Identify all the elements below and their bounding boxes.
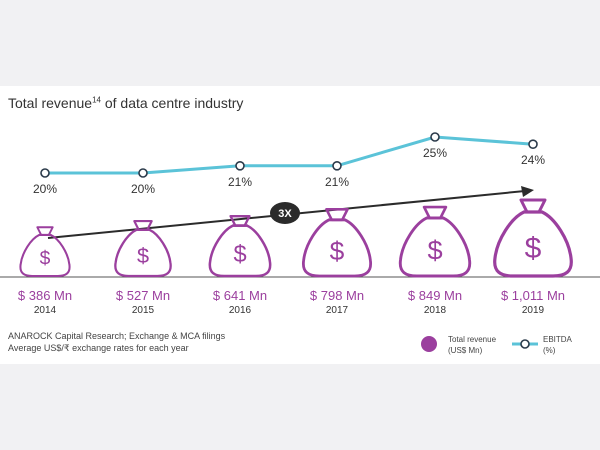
dollar-icon: $ [525, 232, 542, 265]
legend-ebitda-unit: (%) [543, 346, 556, 355]
chart-panel [0, 86, 600, 364]
year-label: 2019 [522, 305, 545, 316]
ebitda-point [235, 161, 245, 171]
legend-revenue-unit: (US$ Mn) [448, 346, 483, 355]
revenue-label: $ 386 Mn [18, 288, 72, 303]
bag-body [398, 216, 472, 278]
bag-top [36, 226, 54, 236]
legend-ebitda-text: EBITDA (%) [543, 334, 572, 356]
growth-badge-label: 3X [278, 208, 292, 220]
year-label: 2018 [424, 305, 447, 316]
dollar-icon: $ [427, 235, 442, 266]
growth-arrow-head [521, 186, 534, 197]
legend-ebitda-label: EBITDA [543, 335, 572, 344]
ebitda-label: 21% [228, 175, 252, 189]
ebitda-label: 21% [325, 175, 349, 189]
year-label: 2017 [326, 305, 349, 316]
legend-revenue-swatch [421, 336, 437, 352]
revenue-label: $ 798 Mn [310, 288, 364, 303]
year-label: 2015 [132, 305, 155, 316]
revenue-bag: $ [398, 205, 472, 278]
ebitda-point [332, 161, 342, 171]
revenue-bag: $ [208, 214, 272, 278]
source-note-line-1: ANAROCK Capital Research; Exchange & MCA… [8, 331, 226, 341]
bag-body [301, 218, 373, 278]
year-label: 2014 [34, 305, 57, 316]
ebitda-label: 25% [423, 146, 447, 160]
chart-title: Total revenue14 of data centre industry [8, 95, 244, 111]
revenue-bag: $ [493, 198, 573, 278]
ebitda-label: 24% [521, 153, 545, 167]
bag-top [519, 198, 547, 214]
ebitda-line [45, 135, 534, 175]
ebitda-point [40, 168, 50, 178]
legend-revenue-label: Total revenue [448, 335, 497, 344]
bag-body [208, 224, 272, 278]
ebitda-point [528, 139, 538, 149]
ebitda-label: 20% [131, 182, 155, 196]
ebitda-point [430, 132, 440, 142]
revenue-label: $ 527 Mn [116, 288, 170, 303]
ebitda-point [138, 168, 148, 178]
ebitda-label: 20% [33, 182, 57, 196]
dollar-icon: $ [137, 243, 149, 268]
growth-badge [270, 202, 300, 224]
bag-body [493, 210, 573, 278]
revenue-label: $ 849 Mn [408, 288, 462, 303]
source-note-line-2: Average US$/₹ exchange rates for each ye… [8, 343, 189, 353]
dollar-icon: $ [40, 248, 51, 269]
legend-ebitda-marker [520, 339, 530, 349]
revenue-bag: $ [114, 220, 172, 278]
dollar-icon: $ [233, 242, 246, 268]
revenue-bag: $ [301, 207, 373, 278]
bag-top [422, 205, 448, 220]
revenue-bag: $ [19, 226, 71, 278]
bag-body [19, 233, 71, 278]
revenue-label: $ 641 Mn [213, 288, 267, 303]
legend-revenue-text: Total revenue (US$ Mn) [448, 334, 496, 356]
bag-body [114, 228, 172, 278]
dollar-icon: $ [330, 236, 345, 266]
revenue-label: $ 1,011 Mn [501, 288, 565, 303]
year-label: 2016 [229, 305, 252, 316]
